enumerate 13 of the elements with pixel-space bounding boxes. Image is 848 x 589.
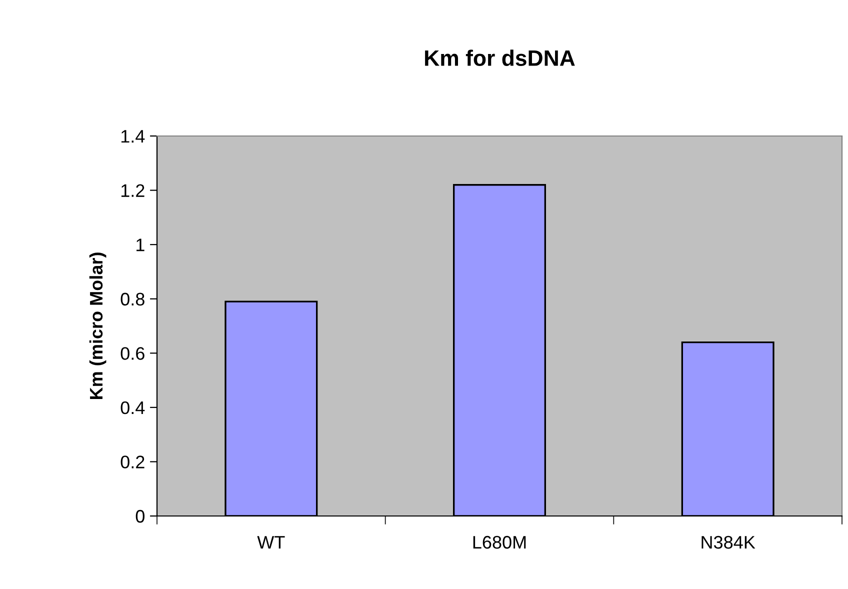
- y-tick-label: 1.2: [121, 184, 144, 197]
- chart-title: Km for dsDNA: [425, 50, 575, 66]
- y-tick-label: 0.2: [120, 456, 144, 468]
- y-tick-label: 1.4: [121, 130, 145, 143]
- x-tick-label: N384K: [702, 536, 756, 549]
- y-tick-label: 0: [136, 510, 144, 523]
- y-axis-title: Km (micro Molar): [89, 252, 106, 400]
- x-tick-label: WT: [257, 536, 285, 549]
- y-tick-label: 0.4: [120, 401, 145, 414]
- x-tick-label: L680M: [473, 536, 526, 549]
- y-tick-label: 1: [136, 238, 144, 252]
- y-tick-label: 0.8: [120, 292, 144, 306]
- y-tick-label: 0.6: [120, 347, 144, 360]
